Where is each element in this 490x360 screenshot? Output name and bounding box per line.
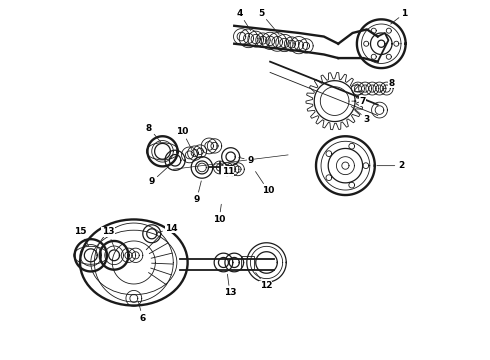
Text: 12: 12 [256, 273, 272, 290]
Text: 4: 4 [237, 9, 251, 31]
Bar [242, 256, 254, 269]
Text: 1: 1 [391, 9, 408, 24]
Text: 15: 15 [74, 228, 89, 246]
Text: 5: 5 [258, 9, 279, 35]
Text: 10: 10 [255, 172, 274, 195]
Text: 13: 13 [224, 274, 236, 297]
Text: 9: 9 [194, 181, 201, 204]
Text: 10: 10 [176, 127, 192, 149]
Text: 8: 8 [380, 79, 394, 92]
Text: 13: 13 [102, 228, 115, 249]
Text: 3: 3 [351, 107, 370, 123]
Text: 10: 10 [213, 204, 225, 224]
Text: 6: 6 [138, 301, 146, 323]
Text: 7: 7 [352, 96, 366, 105]
Text: 9: 9 [239, 156, 253, 165]
Text: 8: 8 [146, 123, 161, 142]
Text: 14: 14 [156, 224, 178, 233]
Text: 11: 11 [221, 167, 234, 176]
Text: 2: 2 [377, 161, 404, 170]
Text: 9: 9 [148, 164, 171, 186]
